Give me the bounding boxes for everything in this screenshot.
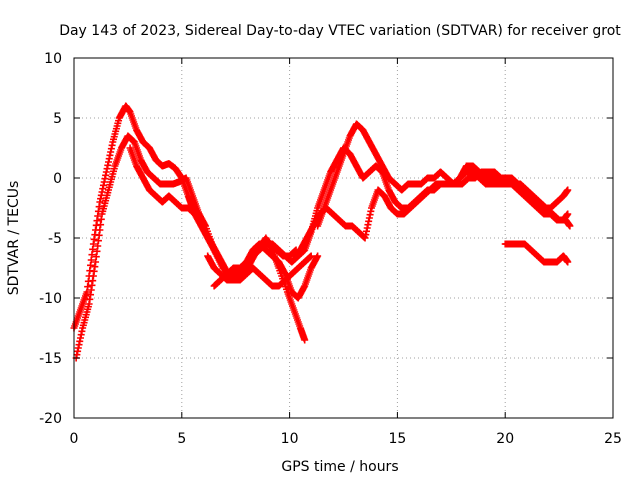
axis-ticks: 0 5 10 15 20 25 -20 -15 -10 -5 0 5 10 [39,51,622,447]
data-point [566,222,574,230]
data-point [307,252,315,260]
chart-title: Day 143 of 2023, Sidereal Day-to-day VTE… [59,23,621,39]
data-point [301,336,309,344]
data-points [70,102,574,362]
y-tick-label: -10 [39,291,62,307]
y-tick-label: 0 [53,171,62,187]
series-trace-1 [70,102,309,344]
data-point [564,210,572,218]
data-point [564,258,572,266]
series-trace-7 [290,168,574,260]
y-tick-label: 5 [53,111,62,127]
y-tick-label: -5 [48,231,62,247]
grid [74,58,613,418]
x-axis-label: GPS time / hours [281,459,398,475]
data-point [564,186,572,194]
y-axis-label: SDTVAR / TECUs [6,181,22,296]
y-tick-label: -20 [39,411,62,427]
x-tick-label: 10 [281,431,299,447]
series-trace-5 [210,144,572,290]
x-tick-label: 20 [496,431,514,447]
series-trace-8 [501,240,572,266]
x-tick-label: 5 [177,431,186,447]
data-point [314,252,322,260]
y-tick-label: 10 [44,51,62,67]
x-tick-label: 0 [70,431,79,447]
x-tick-label: 25 [604,431,622,447]
x-tick-label: 15 [388,431,406,447]
series-trace-3 [126,144,315,290]
series-trace-6 [314,120,572,230]
y-tick-label: -15 [39,351,62,367]
